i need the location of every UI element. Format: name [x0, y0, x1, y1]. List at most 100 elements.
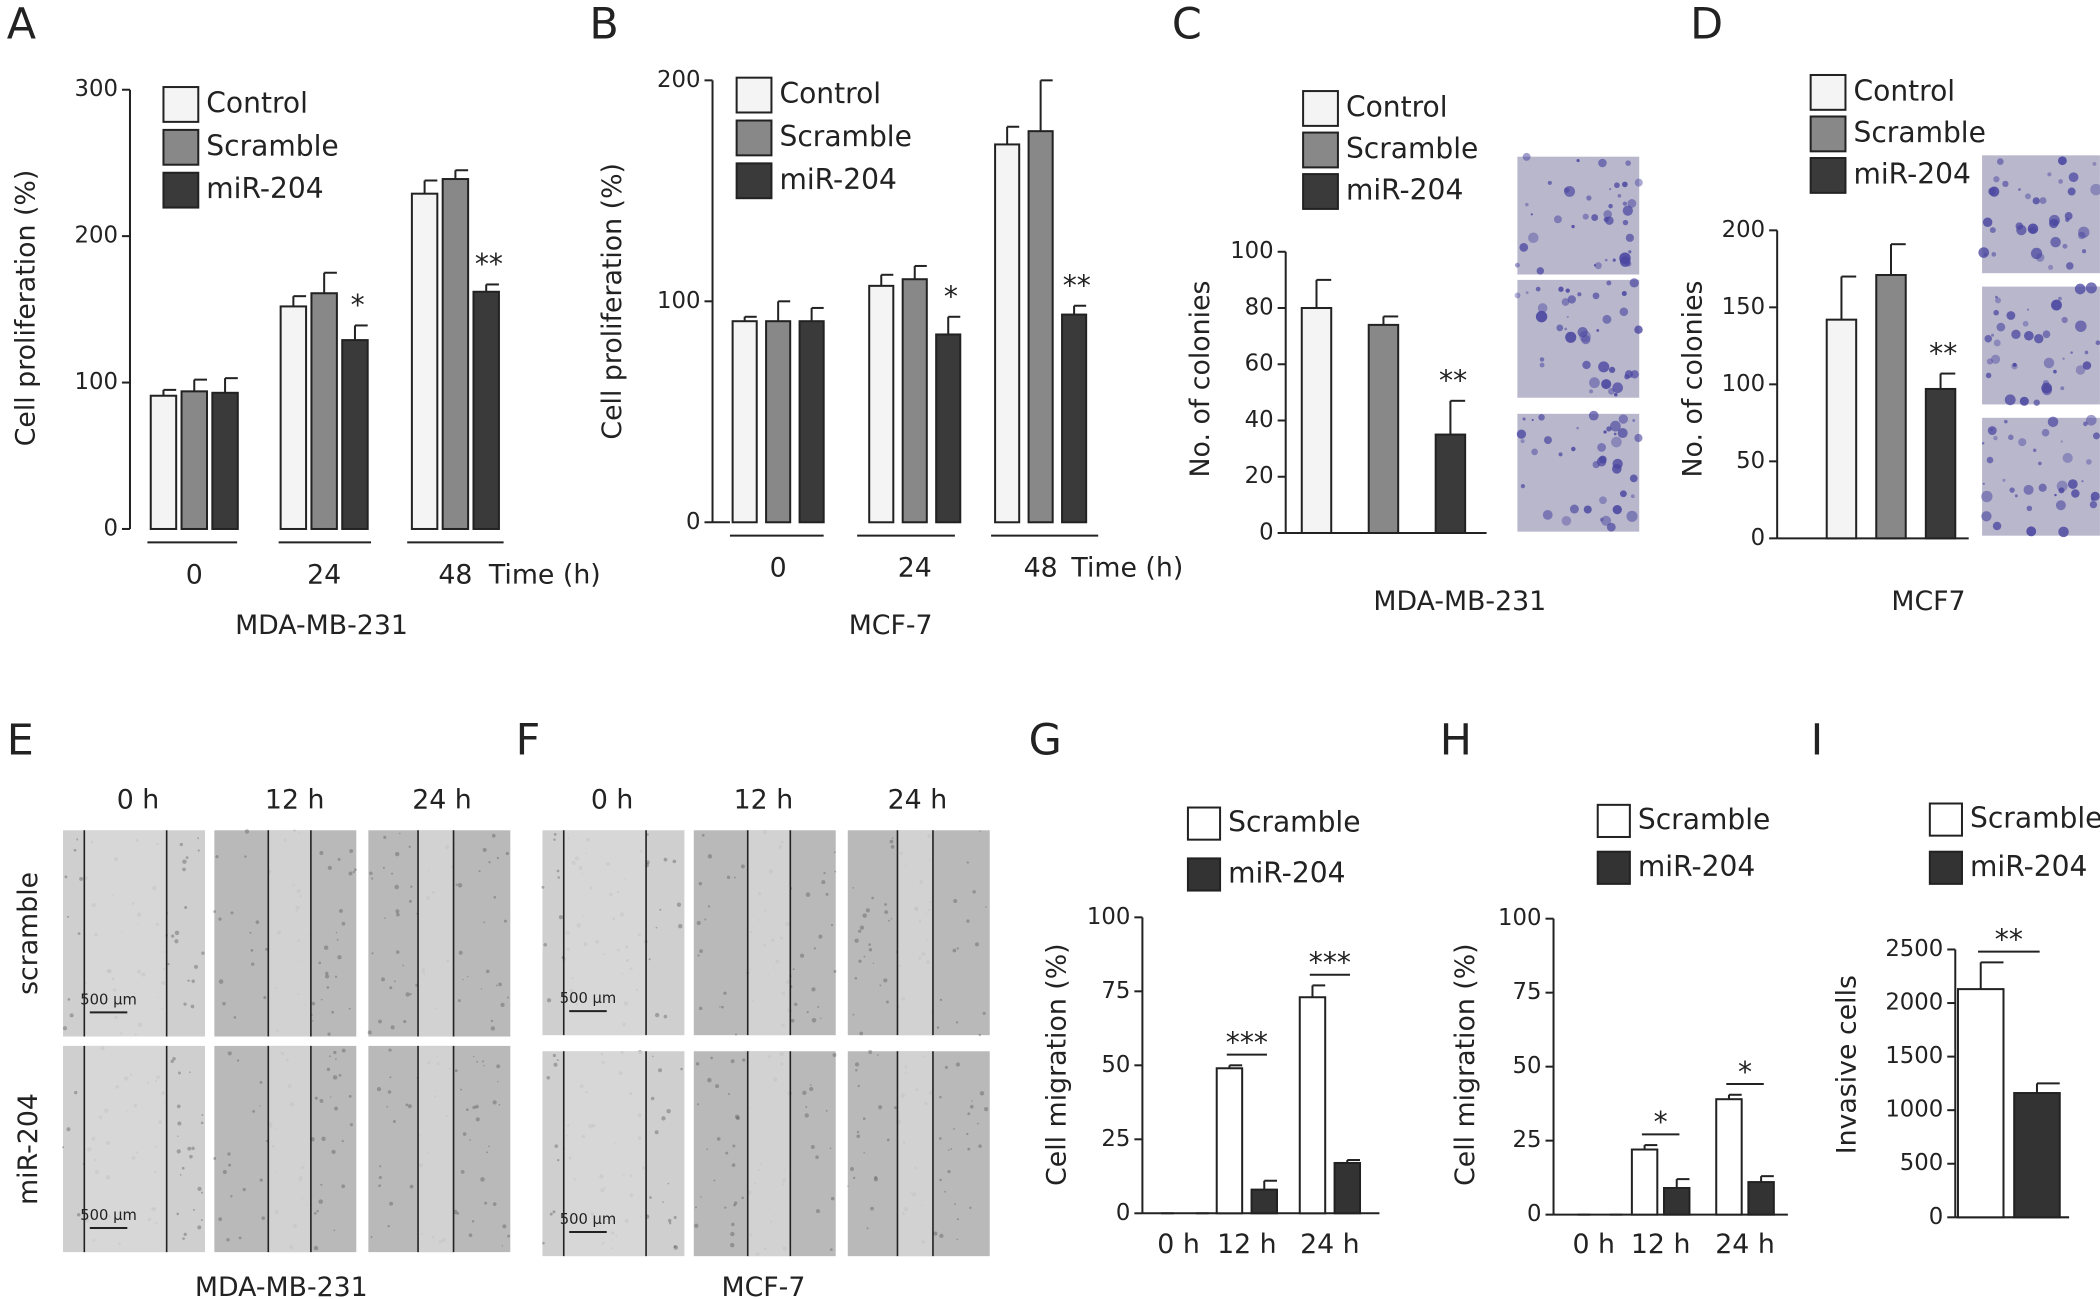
cell-speck	[696, 920, 701, 926]
colony	[2054, 493, 2057, 497]
cell-speck	[939, 1178, 942, 1182]
cell-speck	[979, 830, 981, 832]
cell-speck	[549, 1212, 553, 1216]
y-tick-label: 300	[74, 76, 117, 102]
colony	[1581, 334, 1591, 345]
colony	[1632, 419, 1636, 422]
colony	[1577, 292, 1582, 297]
legend-swatch	[735, 119, 773, 157]
colony-image	[1982, 417, 2100, 536]
colony	[2022, 320, 2029, 327]
colony	[2004, 394, 2016, 406]
y-tick-label: 50	[1513, 1053, 1542, 1079]
colony	[2086, 459, 2092, 465]
cell-speck	[311, 1020, 314, 1022]
cell-speck	[483, 921, 486, 924]
bar	[180, 390, 208, 530]
colony	[1617, 427, 1628, 439]
cell-speck	[456, 1212, 460, 1215]
colony	[1525, 291, 1529, 295]
cell-speck	[331, 1149, 336, 1155]
cell-speck	[462, 978, 464, 981]
cell-speck	[182, 859, 187, 864]
colony	[2095, 340, 2100, 346]
colony	[2041, 428, 2050, 437]
colony	[2058, 526, 2069, 538]
legend-label: Scramble	[1346, 132, 1478, 165]
cell-speck	[341, 1139, 344, 1143]
x-tick-label: 48	[1024, 553, 1058, 584]
significance: **	[1063, 269, 1091, 302]
cell-speck	[953, 899, 958, 903]
legend-label: miR-204	[206, 172, 323, 205]
y-axis-label: Invasive cells	[1832, 975, 1863, 1154]
cell-speck	[457, 883, 463, 888]
scratch	[418, 1045, 454, 1253]
cell-speck	[475, 1104, 479, 1109]
colony	[1986, 456, 1994, 464]
colony	[2058, 156, 2067, 166]
cell-speck	[809, 1086, 814, 1092]
cell-speck	[856, 1130, 860, 1134]
legend-label: Control	[1346, 90, 1448, 123]
cell-speck	[393, 980, 396, 983]
cell-speck	[468, 1233, 473, 1238]
y-axis-label: Cell migration (%)	[1042, 943, 1073, 1186]
colony	[2023, 484, 2034, 495]
cell-speck	[407, 1104, 412, 1109]
cell-speck	[648, 958, 651, 961]
cell-speck	[817, 1006, 820, 1008]
cell-speck	[348, 871, 353, 876]
bar	[441, 178, 470, 530]
colony	[1995, 297, 2001, 304]
cell-speck	[884, 910, 889, 915]
scratch	[418, 830, 454, 1037]
colony	[1610, 420, 1621, 432]
cell-speck	[469, 1139, 471, 1141]
cell-speck	[249, 931, 252, 934]
cell-speck	[488, 861, 491, 864]
colony	[1982, 217, 1993, 227]
cell-speck	[79, 876, 84, 881]
colony	[1583, 505, 1592, 514]
cell-speck	[673, 1215, 677, 1220]
colony	[1981, 441, 1985, 445]
colony	[2058, 179, 2063, 184]
cell-speck	[698, 881, 703, 886]
colony	[1522, 417, 1526, 421]
cell-speck	[719, 1006, 721, 1008]
colony	[2009, 487, 2015, 493]
colony	[1603, 210, 1612, 219]
cell-speck	[172, 1057, 176, 1061]
cell-speck	[936, 1026, 940, 1029]
colony	[2067, 479, 2078, 489]
bar	[1956, 988, 2005, 1219]
cell-speck	[978, 1144, 982, 1148]
bar	[1298, 996, 1327, 1215]
cell-speck	[482, 847, 487, 853]
colony	[1992, 521, 2002, 531]
colony	[2028, 228, 2032, 231]
colony	[1613, 432, 1617, 436]
bar	[868, 284, 895, 524]
cell-speck	[852, 1013, 855, 1016]
cell-speck	[856, 1134, 861, 1139]
cell-speck	[475, 1117, 480, 1122]
x-axis-label: MCF7	[1891, 586, 1965, 617]
cell-speck	[73, 848, 77, 852]
cell-speck	[823, 871, 826, 875]
cell-speck	[66, 915, 70, 918]
cell-speck	[503, 919, 507, 923]
cell-speck	[490, 1019, 494, 1023]
cell-speck	[185, 856, 189, 859]
cell-speck	[868, 948, 873, 952]
cell-speck	[500, 1002, 505, 1007]
significance: **	[475, 248, 503, 281]
legend-label: Control	[779, 77, 881, 110]
colony	[2066, 262, 2074, 270]
cell-speck	[805, 1105, 808, 1108]
cell-speck	[333, 1229, 336, 1232]
colony	[1564, 187, 1570, 193]
colony	[1625, 160, 1631, 166]
cell-speck	[868, 1049, 873, 1055]
